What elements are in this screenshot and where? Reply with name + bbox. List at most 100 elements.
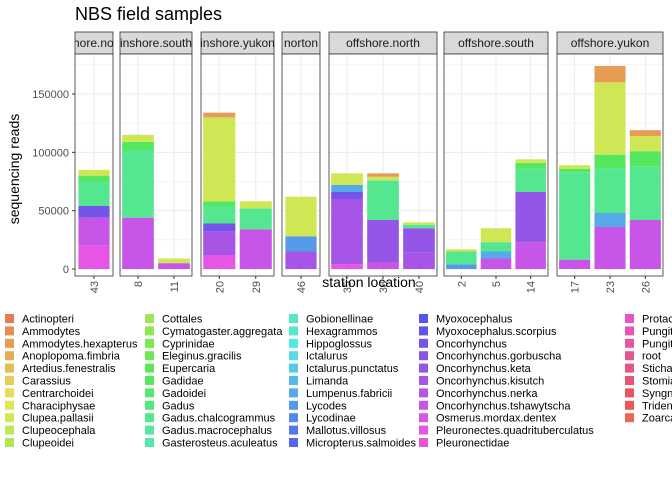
legend-key-lycodes: [289, 400, 298, 410]
bar-segment-5-clupea-pallasii: [480, 228, 512, 243]
legend-label-osmerus-mordax-dentex: Osmerus.mordax.dentex: [436, 413, 557, 425]
legend-key-hexagrammos: [289, 326, 298, 336]
panel-offshore-south: offshore.south 2 5 14: [443, 31, 549, 293]
legend-key-cymatogaster-aggregata: [145, 326, 154, 336]
legend-key-pleuronectidae: [419, 438, 428, 447]
panel-border: [200, 53, 275, 277]
bar-segment-40-clupea-pallasii: [403, 222, 435, 225]
bar-segment-20-clupea-pallasii: [203, 117, 236, 202]
legend-key-gadus-chalcogrammus: [145, 413, 154, 423]
legend-key-gadus-macrocephalus: [145, 425, 154, 435]
bar-segment-40-oncorhynchus-kisutch: [403, 252, 435, 269]
legend-key-gasterosteus-aculeatus: [145, 438, 154, 447]
legend-label-root: root: [642, 351, 661, 363]
bar-segment-38-gadus-chalcogrammus: [367, 180, 399, 220]
legend-label-oncorhynchus-gorbuscha: Oncorhynchus.gorbuscha: [436, 351, 562, 363]
legend-label-limanda: Limanda: [306, 376, 349, 388]
bar-segment-5-oncorhynchus-tshawytscha: [480, 258, 512, 269]
bar-segment-23-gadus-chalcogrammus: [594, 168, 626, 213]
legend-label-oncorhynchus-keta: Oncorhynchus.keta: [436, 363, 532, 375]
legend-key-mallotus-villosus: [289, 425, 298, 435]
legend-label-gobionellinae: Gobionellinae: [306, 314, 373, 326]
legend-label-gadus-macrocephalus: Gadus.macrocephalus: [162, 425, 273, 437]
panel-inshore-nome: inshore.nome 43: [58, 31, 131, 293]
bar-segment-14-oncorhynchus-keta: [515, 192, 546, 243]
facet-strip-label: offshore.yukon: [571, 36, 650, 50]
panel-norton: norton 46: [281, 31, 321, 293]
bar-segment-35-pleuronectes-quadrituberculatus: [331, 264, 363, 269]
legend-key-oncorhynchus-tshawytscha: [419, 400, 428, 410]
x-tick-label-11: 11: [169, 281, 181, 292]
legend-label-ictalurus: Ictalurus: [306, 351, 348, 363]
bar-segment-2-gadus-chalcogrammus: [446, 251, 477, 265]
bar-segment-35-oncorhynchus-kisutch: [331, 199, 363, 265]
bar-segment-2-lycodes: [446, 264, 477, 269]
bar-segment-43-pleuronectes-quadrituberculatus: [78, 245, 110, 269]
legend-key-pleuronectes-quadrituberculatus: [419, 425, 428, 435]
legend-key-gadus: [145, 400, 154, 410]
x-tick-label-17: 17: [570, 281, 582, 293]
legend-label-clupeoidei: Clupeoidei: [22, 438, 74, 450]
facet-strip-label: inshore.nome: [58, 36, 131, 50]
bar-segment-14-gadidae: [515, 162, 546, 169]
x-tick-label-38: 38: [378, 281, 390, 293]
legend-key-pungitius-sp: [625, 338, 634, 348]
facet-strip-label: inshore.yukon: [200, 36, 275, 50]
legend-key-tridentiger: [625, 400, 634, 410]
legend-label-centrarchoidei: Centrarchoidei: [22, 388, 94, 400]
legend-label-cymatogaster-aggregata: Cymatogaster.aggregata: [162, 326, 283, 338]
legend-label-gadus: Gadus: [162, 400, 195, 412]
legend-label-oncorhynchus-tshawytscha: Oncorhynchus.tshawytscha: [436, 400, 571, 412]
legend-label-cottales: Cottales: [162, 314, 203, 326]
x-tick-label-35: 35: [342, 281, 354, 293]
legend-key-centrarchoidei: [5, 388, 14, 398]
legend-key-stomiatii: [625, 376, 634, 385]
y-tick-label: 50000: [38, 206, 69, 218]
bar-segment-46-lycodes: [285, 236, 317, 252]
bar-segment-14-gadus-chalcogrammus: [515, 168, 546, 192]
legend-label-stomiatii: Stomiatii: [642, 376, 672, 388]
legend-key-protacanthopterygii: [625, 314, 634, 323]
facet-strip-label: norton: [284, 36, 318, 50]
bar-segment-38-oncorhynchus-keta: [367, 220, 399, 262]
legend-label-tridentiger: Tridentiger: [642, 400, 672, 412]
facet-strip-label: inshore.south: [120, 36, 192, 50]
panel-border: [281, 53, 321, 277]
bar-segment-8-gadus-chalcogrammus: [122, 150, 154, 218]
legend-label-myoxocephalus-scorpius: Myoxocephalus.scorpius: [436, 326, 557, 338]
legend-label-lumpenus-fabricii: Lumpenus.fabricii: [306, 388, 392, 400]
bar-segment-5-gadus-chalcogrammus: [480, 242, 512, 252]
bar-segment-20-gadus-chalcogrammus: [203, 206, 236, 224]
x-tick-label-8: 8: [133, 281, 145, 287]
legend-label-ictalurus-punctatus: Ictalurus.punctatus: [306, 363, 399, 375]
bar-segment-35-clupea-pallasii: [331, 173, 363, 185]
legend-label-actinopteri: Actinopteri: [22, 314, 74, 326]
x-tick-label-23: 23: [605, 281, 617, 293]
bar-segment-11-clupea-pallasii: [158, 258, 190, 264]
bar-segment-43-gadidae: [78, 175, 110, 182]
legend-label-syngnathus: Syngnathus: [642, 388, 672, 400]
bar-segment-26-gadidae: [629, 151, 661, 167]
legend-key-osmerus-mordax-dentex: [419, 413, 428, 423]
y-axis: 0 50000 100000 150000: [32, 89, 75, 276]
panel-border: [556, 53, 664, 277]
bar-segment-38-oncorhynchus-tshawytscha: [367, 262, 399, 269]
y-tick-label: 100000: [32, 147, 69, 159]
legend-label-mallotus-villosus: Mallotus.villosus: [306, 425, 387, 437]
legend-label-gadoidei: Gadoidei: [162, 388, 206, 400]
facet-strip-label: offshore.north: [346, 36, 420, 50]
legend-key-artedius-fenestralis: [5, 363, 14, 373]
y-axis-title: sequencing reads: [6, 114, 22, 225]
panel-inshore-south: inshore.south 8 11: [119, 31, 193, 292]
x-tick-label-26: 26: [640, 281, 652, 293]
legend-key-ictalurus-punctatus: [289, 363, 298, 373]
x-tick-label-43: 43: [89, 281, 101, 293]
legend-key-oncorhynchus-gorbuscha: [419, 351, 428, 361]
legend-key-clupeoidei: [5, 438, 14, 447]
legend-key-cyprinidae: [145, 338, 154, 348]
bar-segment-38-ammodytes-hexapterus: [367, 173, 399, 177]
legend-key-gadoidei: [145, 388, 154, 398]
legend-label-carassius: Carassius: [22, 376, 71, 388]
legend-key-hippoglossus: [289, 338, 298, 348]
